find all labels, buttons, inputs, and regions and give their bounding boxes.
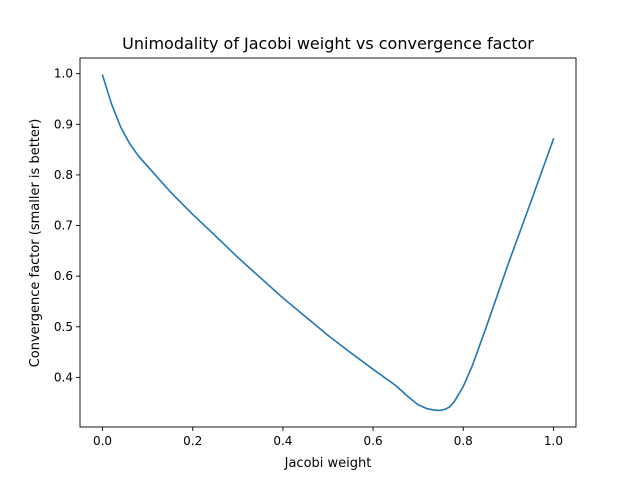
y-tick-label: 0.4	[54, 370, 73, 384]
y-tick-label: 0.7	[54, 219, 73, 233]
chart-title: Unimodality of Jacobi weight vs converge…	[122, 34, 534, 53]
plot-frame	[79, 57, 577, 428]
plot-area: 0.0 0.2 0.4 0.6 0.8 1.0 0.4 0.5 0.6 0.7 0.8 0.9 1.0	[54, 57, 577, 448]
x-tick-label: 0.0	[93, 434, 112, 448]
x-tick-label: 0.8	[454, 434, 473, 448]
x-tick-label: 1.0	[544, 434, 563, 448]
x-axis-label: Jacobi weight	[284, 456, 372, 471]
y-tick-label: 0.8	[54, 168, 73, 182]
y-axis-label: Convergence factor (smaller is better)	[28, 119, 43, 368]
x-tick-label: 0.2	[183, 434, 202, 448]
y-tick-label: 0.5	[54, 320, 73, 334]
y-tick-label: 0.6	[54, 269, 73, 283]
y-tick-label: 0.9	[54, 117, 73, 131]
x-tick-label: 0.6	[364, 434, 383, 448]
series-line-0	[101, 74, 555, 412]
y-tick-label: 1.0	[54, 67, 73, 81]
x-tick-label: 0.4	[273, 434, 292, 448]
